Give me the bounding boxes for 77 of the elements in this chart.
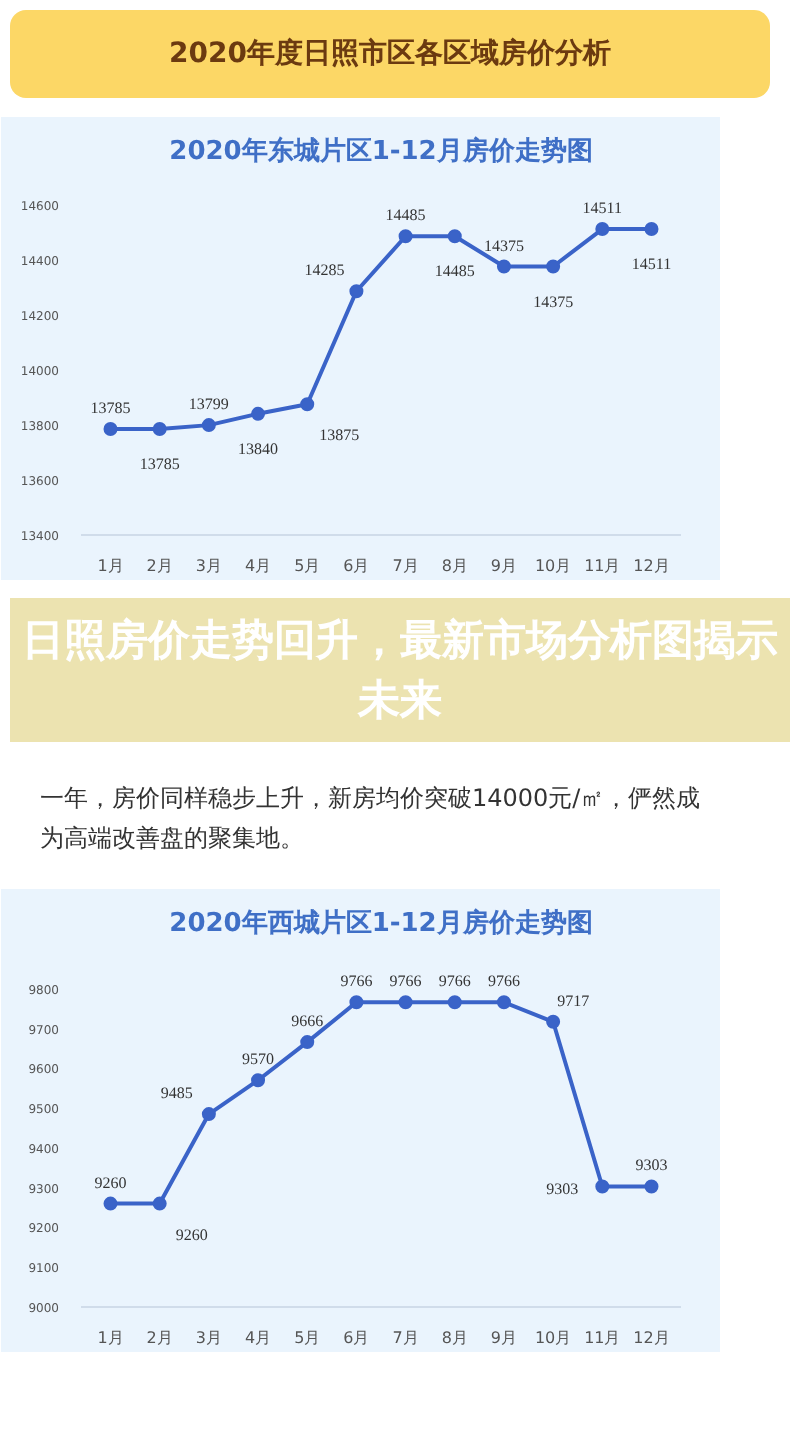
data-label: 9260 (94, 1173, 127, 1192)
x-tick-label: 1月 (97, 1329, 124, 1347)
x-tick-label: 8月 (441, 557, 468, 575)
text: 一年，房价同样稳步上升，新房均价突破14000元/㎡，俨然成为高端改善盘的聚集地。 (40, 782, 703, 856)
point (496, 259, 511, 274)
point (644, 1179, 659, 1194)
point (546, 1014, 561, 1029)
point (251, 1073, 266, 1088)
x-tick-label: 11月 (584, 1329, 621, 1347)
point (251, 406, 266, 421)
point (546, 259, 561, 274)
data-label: 9766 (340, 972, 373, 991)
x-tick-label: 7月 (392, 1329, 419, 1347)
data-label: 9570 (242, 1050, 275, 1069)
data-label: 14511 (582, 199, 623, 218)
x-tick-label: 10月 (534, 557, 572, 575)
chart-title: 2020年西城片区1-12月房价走势图 (169, 907, 593, 939)
point (595, 1179, 610, 1194)
x-tick-label: 3月 (195, 557, 222, 575)
data-label: 14375 (533, 292, 574, 311)
data-label: 9766 (389, 972, 422, 991)
point (349, 284, 364, 299)
data-label: 14375 (483, 236, 524, 255)
x-tick-label: 5月 (294, 557, 321, 575)
data-label: 13799 (188, 395, 229, 414)
data-label: 9666 (291, 1012, 324, 1031)
x-tick-label: 9月 (490, 557, 518, 575)
x-tick-label: 12月 (633, 1329, 670, 1347)
data-label: 13785 (139, 454, 180, 473)
point (103, 1196, 118, 1211)
data-label: 9303 (635, 1156, 668, 1175)
point (300, 1035, 315, 1050)
point (300, 397, 315, 412)
x-tick-label: 6月 (343, 1329, 370, 1347)
x-tick-label: 8月 (441, 1329, 468, 1347)
point (644, 222, 659, 237)
text: 2020年度日照市区各区域房价分析 (169, 35, 611, 74)
data-label: 14485 (385, 206, 426, 225)
x-tick-label: 2月 (146, 1329, 173, 1347)
x-tick-label: 6月 (343, 557, 370, 575)
data-label: 14285 (304, 261, 345, 280)
point (152, 1196, 167, 1211)
data-label: 13875 (319, 426, 360, 445)
x-tick-label: 3月 (195, 1329, 222, 1347)
x-tick-label: 2月 (146, 557, 173, 575)
point (103, 421, 118, 436)
point (447, 995, 462, 1010)
data-label: 9766 (487, 972, 520, 991)
x-tick-label: 11月 (584, 557, 621, 575)
data-label: 13840 (238, 439, 279, 458)
data-label: 9260 (175, 1225, 208, 1244)
point (595, 222, 610, 237)
data-label: 14485 (434, 262, 475, 281)
point (496, 995, 511, 1010)
chart-title: 2020年东城片区1-12月房价走势图 (169, 135, 593, 167)
data-label: 9766 (438, 972, 471, 991)
x-tick-label: 7月 (392, 557, 419, 575)
data-label: 9485 (160, 1084, 193, 1103)
point (201, 418, 216, 433)
x-tick-label: 9月 (490, 1329, 518, 1347)
data-label: 13785 (90, 398, 131, 417)
point (152, 421, 167, 436)
x-tick-label: 1月 (97, 557, 124, 575)
point (398, 229, 413, 244)
data-label: 9717 (557, 991, 590, 1010)
x-tick-label: 10月 (534, 1329, 572, 1347)
x-tick-label: 12月 (633, 557, 670, 575)
data-label: 14511 (631, 255, 672, 274)
data-label: 9303 (546, 1180, 579, 1199)
point (201, 1107, 216, 1122)
point (447, 229, 462, 244)
text: 日照房价走势回升，最新市场分析图揭示未来 (20, 614, 780, 728)
x-tick-label: 5月 (294, 1329, 321, 1347)
point (398, 995, 413, 1010)
x-tick-label: 4月 (244, 557, 272, 575)
point (349, 995, 364, 1010)
x-tick-label: 4月 (244, 1329, 272, 1347)
